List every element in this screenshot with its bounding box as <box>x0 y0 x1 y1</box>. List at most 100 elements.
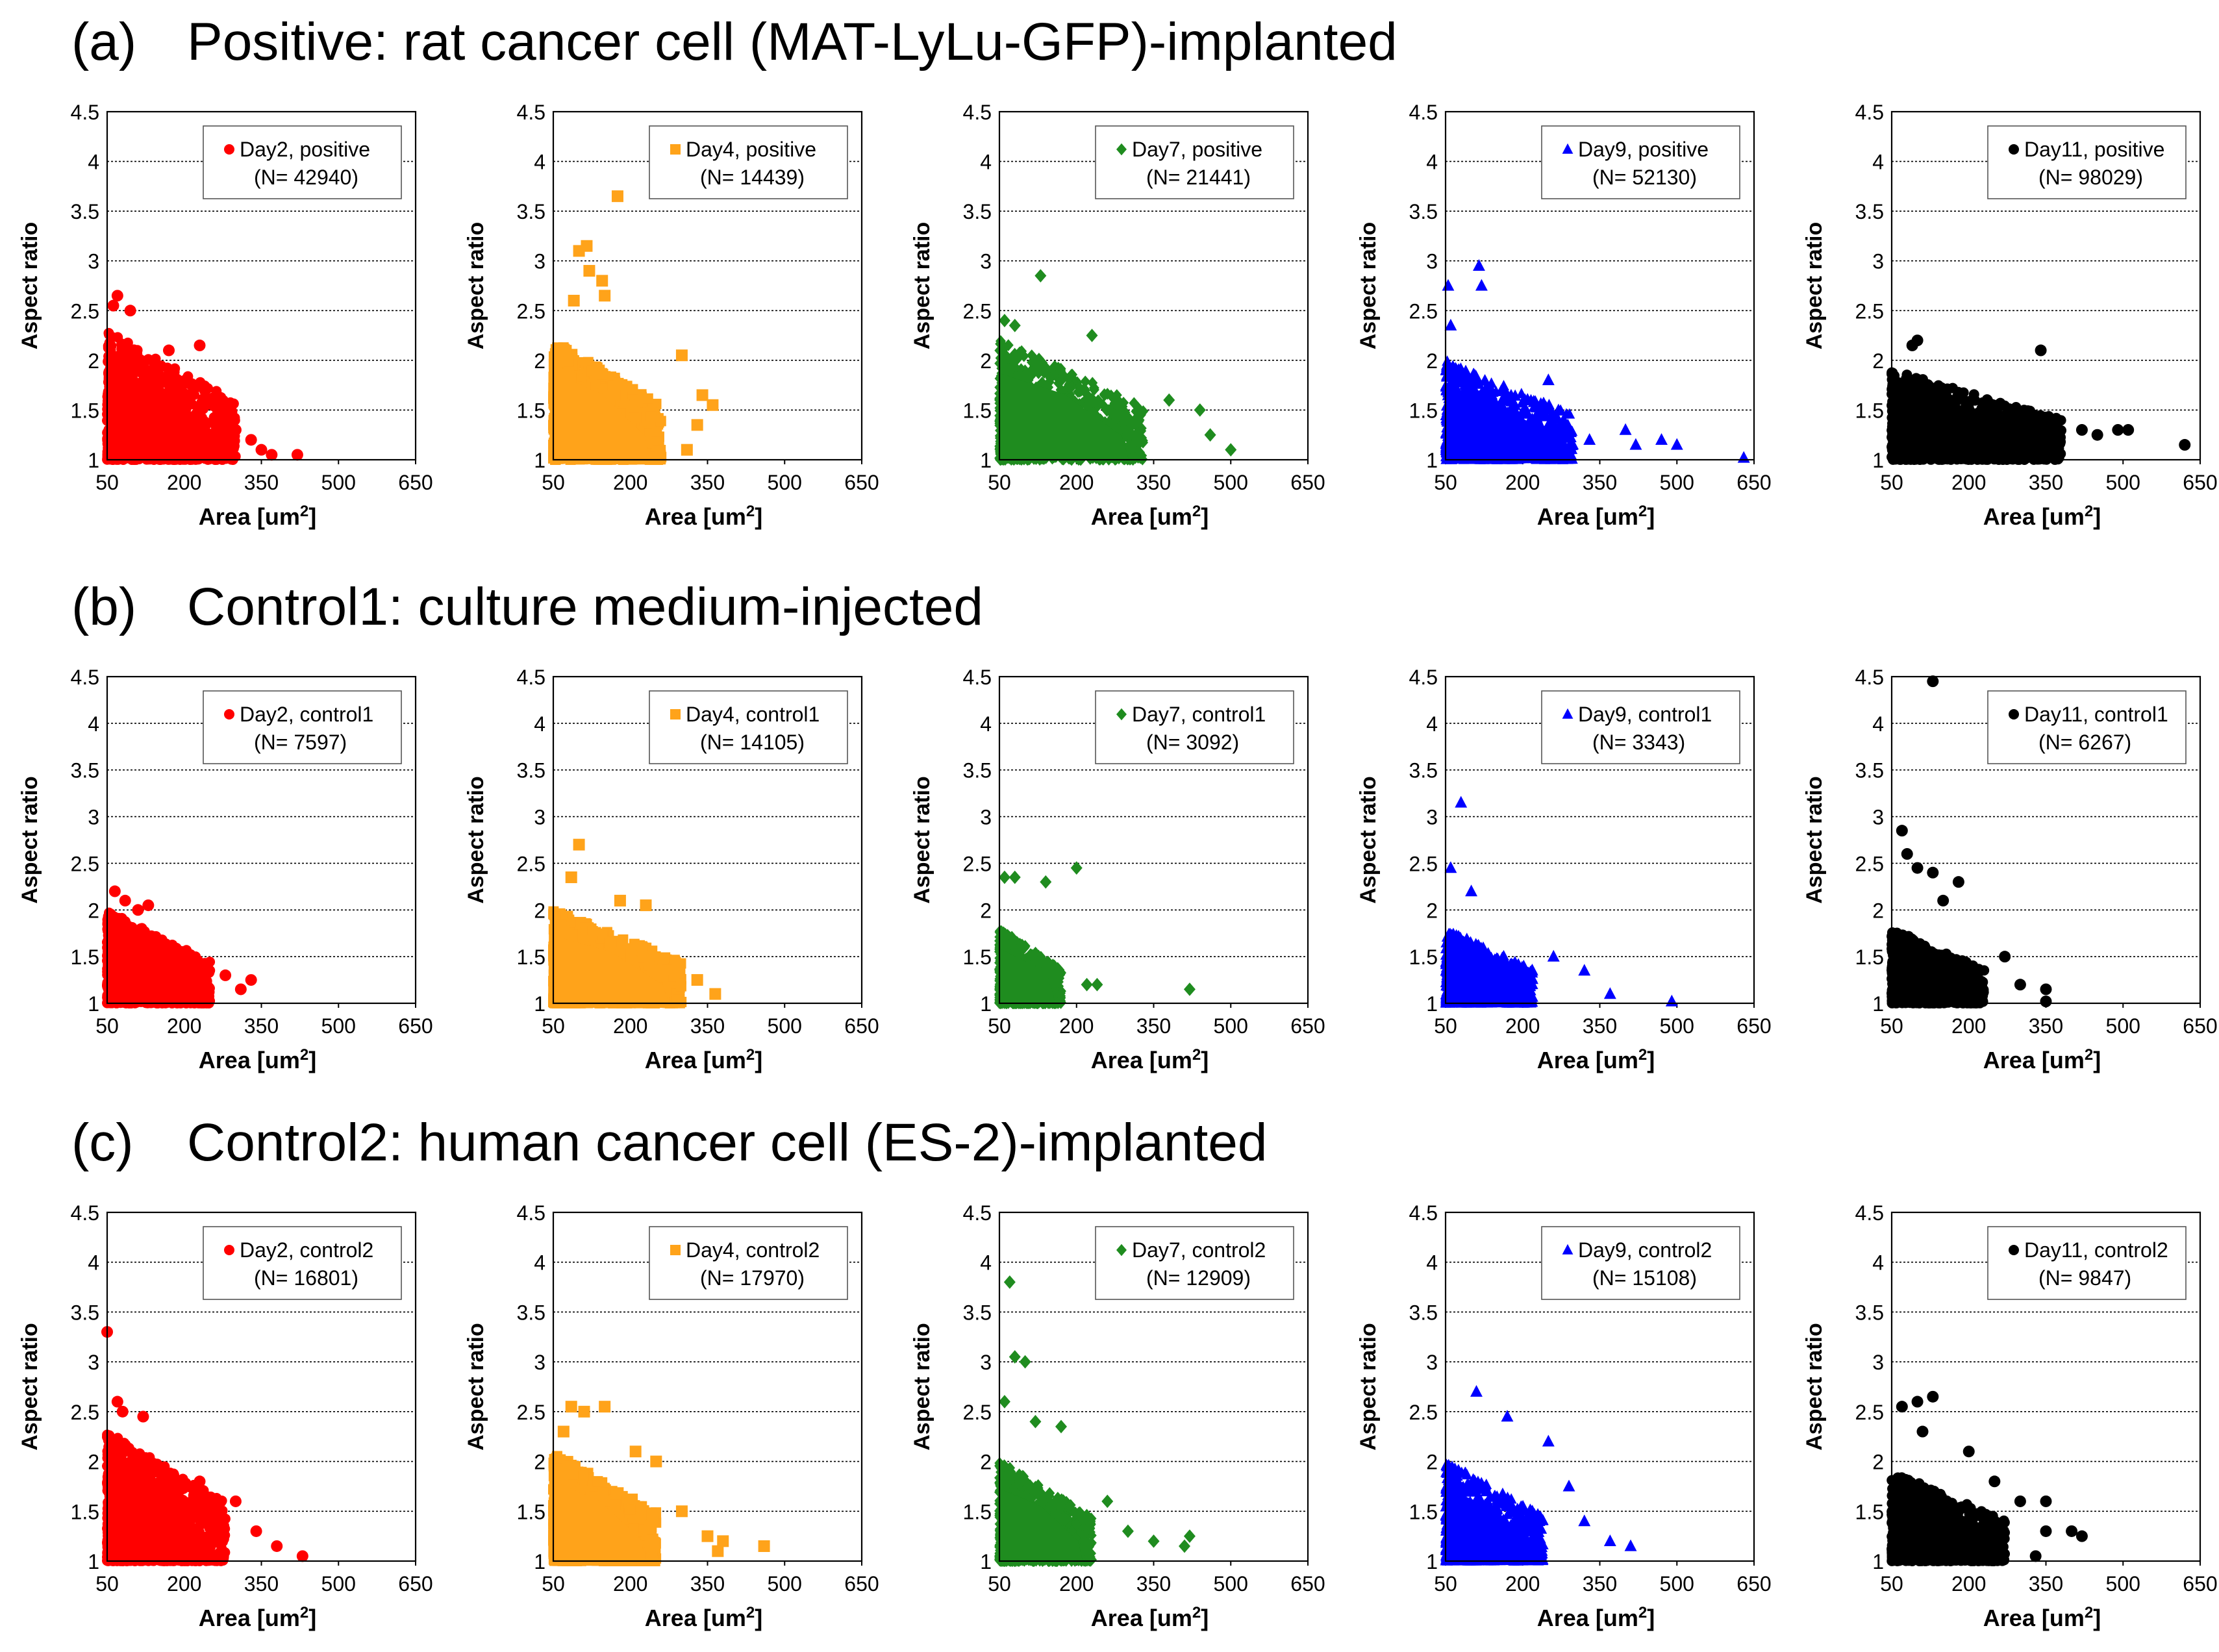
data-point <box>1516 388 1527 399</box>
data-point <box>210 400 221 411</box>
legend-count: (N= 52130) <box>1592 166 1697 189</box>
data-point <box>201 384 212 395</box>
data-point <box>1986 398 1997 409</box>
x-tick-label: 650 <box>398 1014 433 1038</box>
y-tick-label: 4 <box>534 151 545 174</box>
data-point <box>221 434 232 445</box>
legend-label: Day4, positive <box>686 138 816 161</box>
data-point <box>2017 411 2028 422</box>
outlier-point <box>1737 451 1750 463</box>
outlier-point <box>1194 403 1206 417</box>
outlier-point <box>568 294 580 307</box>
data-point <box>2042 436 2053 447</box>
legend-marker <box>2009 144 2019 155</box>
y-tick-label: 3.5 <box>517 200 545 223</box>
legend-box <box>203 125 402 199</box>
data-point <box>627 384 638 395</box>
y-tick-label: 1 <box>88 449 99 472</box>
point-cloud <box>548 342 667 465</box>
y-tick-label: 1.5 <box>963 399 992 422</box>
data-point <box>2055 448 2066 459</box>
data-point <box>1970 395 1981 406</box>
x-tick-label: 50 <box>988 471 1011 494</box>
outlier-point <box>675 349 688 362</box>
data-point <box>134 354 145 365</box>
outlier-point <box>111 290 123 302</box>
legend-label: Day2, positive <box>240 138 370 161</box>
x-axis-label-text: Area [um <box>1537 503 1638 530</box>
y-tick-label: 4 <box>88 712 99 736</box>
y-axis-label: Aspect ratio <box>1802 222 1827 350</box>
outlier-point <box>1542 373 1555 386</box>
data-point <box>195 400 206 411</box>
y-tick-label: 2 <box>534 349 545 373</box>
outlier-point <box>2091 429 2103 441</box>
outlier-point <box>1583 433 1596 445</box>
x-axis-label-end: ] <box>308 503 316 530</box>
x-tick-label: 650 <box>1736 471 1771 494</box>
data-point <box>1479 373 1491 384</box>
x-tick-label: 200 <box>1059 471 1094 494</box>
outlier-point <box>124 305 136 317</box>
outlier-point <box>599 290 611 302</box>
outlier-point <box>194 339 206 351</box>
x-tick-label: 50 <box>1434 471 1457 494</box>
legend-count: (N= 14439) <box>700 166 805 189</box>
x-tick-label: 500 <box>768 471 802 494</box>
outlier-point <box>291 449 303 461</box>
outlier-point <box>691 419 703 431</box>
y-tick-label: 3.5 <box>71 200 99 223</box>
data-point <box>218 395 229 406</box>
row-label: (a) <box>71 12 136 71</box>
x-tick-label: 650 <box>1290 471 1325 494</box>
x-tick-label: 650 <box>2183 471 2217 494</box>
y-axis-label: Aspect ratio <box>18 222 42 350</box>
plot-frame <box>106 110 417 461</box>
y-tick-label: 3 <box>88 806 99 829</box>
legend-count: (N= 21441) <box>1146 166 1251 189</box>
y-tick-label: 4.5 <box>1855 101 1884 124</box>
x-axis-label-end: ] <box>1647 503 1655 530</box>
x-tick-label: 200 <box>167 471 201 494</box>
y-tick-label: 1.5 <box>1409 399 1438 422</box>
y-tick-label: 1.5 <box>1855 399 1884 422</box>
outlier-point <box>2035 344 2047 357</box>
y-tick-label: 3 <box>88 250 99 273</box>
x-axis-label: Area [um2] <box>1091 503 1209 531</box>
outlier-point <box>696 389 708 401</box>
x-axis-label-sup: 2 <box>1192 503 1201 520</box>
data-point <box>223 453 234 464</box>
outlier-point <box>581 240 593 252</box>
y-tick-label: 1 <box>980 449 992 472</box>
x-tick-label: 50 <box>95 1014 119 1038</box>
data-point <box>226 415 237 426</box>
y-tick-label: 4.5 <box>71 101 99 124</box>
y-tick-label: 2.5 <box>963 299 992 323</box>
data-point <box>103 329 114 340</box>
outlier-point <box>1442 279 1455 291</box>
x-tick-label: 50 <box>1880 471 1903 494</box>
x-axis-label: Area [um2] <box>1537 503 1655 531</box>
y-tick-label: 2.5 <box>517 299 545 323</box>
outlier-point <box>1629 438 1642 450</box>
x-tick-label: 500 <box>321 1014 356 1038</box>
point-cloud <box>994 335 1149 466</box>
outlier-point <box>2112 424 2124 436</box>
x-axis-label-sup: 2 <box>1638 503 1647 520</box>
x-axis-label-text: Area [um <box>645 503 746 530</box>
x-axis-label: Area [um2] <box>199 503 316 531</box>
y-axis-label: Aspect ratio <box>1356 222 1381 350</box>
outlier-point <box>1655 433 1668 445</box>
y-tick-label: 2 <box>1872 349 1884 373</box>
data-point <box>143 354 154 365</box>
outlier-point <box>583 265 595 277</box>
y-tick-label: 4 <box>980 151 992 174</box>
data-point <box>1947 382 1958 394</box>
legend: Day2, positive(N= 42940) <box>203 125 402 199</box>
x-axis-label: Area [um2] <box>1983 503 2101 531</box>
data-point <box>651 426 662 437</box>
x-axis-label-text: Area [um <box>1983 503 2085 530</box>
